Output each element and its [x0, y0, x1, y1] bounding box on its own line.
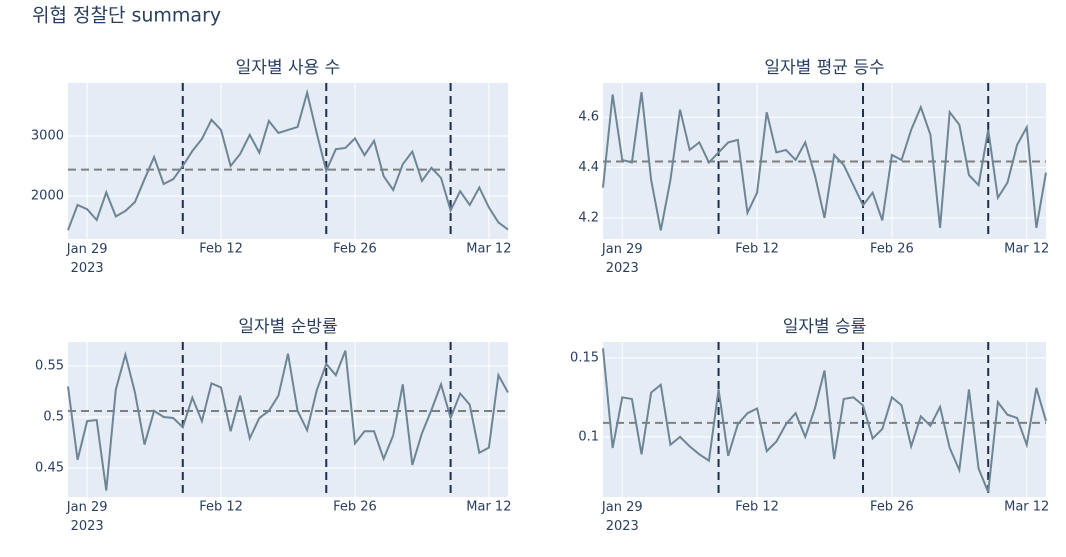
x-tick-label: Feb 26: [870, 242, 914, 257]
subplot: 일자별 사용 수 Jan 29 2023 Feb 12 Feb 26 Mar 12 2000…: [31, 58, 512, 276]
subplot: 일자별 순방률 Jan 29 2023 Feb 12 Feb 26 Mar 12 0.45 0…: [35, 317, 511, 534]
x-tick-label: Feb 12: [199, 500, 243, 515]
x-tick-label: Feb 26: [333, 242, 377, 257]
y-tick-label: 4.4: [578, 160, 599, 175]
data-line: [67, 350, 509, 491]
subplot-title: 일자별 평균 등수: [764, 58, 884, 78]
subplot-title: 일자별 승률: [783, 317, 867, 337]
plot-area: [603, 342, 1046, 497]
x-tick-label: Mar 12: [466, 500, 511, 515]
y-tick-label: 0.55: [35, 358, 64, 373]
y-tick-label: 0.1: [578, 429, 599, 444]
x-tick-label: Feb 26: [870, 500, 914, 515]
x-tick-label: Jan 29 2023: [66, 500, 108, 534]
y-tick-label: 3000: [31, 128, 64, 143]
x-tick-label: Mar 12: [1004, 500, 1049, 515]
y-tick-label: 0.5: [43, 410, 64, 425]
y-tick-label: 2000: [31, 188, 64, 203]
subplot-title: 일자별 사용 수: [236, 58, 341, 78]
main-title: 위협 정찰단 summary: [32, 5, 221, 27]
plot-area: [68, 83, 508, 239]
y-tick-label: 0.45: [35, 461, 64, 476]
data-line: [602, 348, 1047, 493]
y-tick-label: 4.2: [578, 210, 599, 225]
x-tick-label: Jan 29 2023: [601, 500, 643, 534]
x-tick-label: Feb 26: [333, 500, 377, 515]
data-line: [602, 91, 1047, 231]
subplot: 일자별 승률 Jan 29 2023 Feb 12 Feb 26 Mar 12 0.1 0.1…: [570, 317, 1049, 534]
x-tick-label: Mar 12: [466, 242, 511, 257]
x-tick-label: Mar 12: [1004, 242, 1049, 257]
x-tick-label: Feb 12: [735, 500, 779, 515]
subplot: 일자별 평균 등수 Jan 29 2023 Feb 12 Feb 26 Mar 12 4.2…: [578, 58, 1049, 276]
y-tick-label: 4.6: [578, 110, 599, 125]
x-tick-label: Jan 29 2023: [601, 242, 643, 276]
x-tick-label: Jan 29 2023: [66, 242, 108, 276]
data-line: [67, 88, 509, 231]
subplot-title: 일자별 순방률: [238, 317, 337, 337]
x-tick-label: Feb 12: [735, 242, 779, 257]
x-tick-label: Feb 12: [199, 242, 243, 257]
plot-area: [68, 342, 508, 497]
y-tick-label: 0.15: [570, 350, 599, 365]
